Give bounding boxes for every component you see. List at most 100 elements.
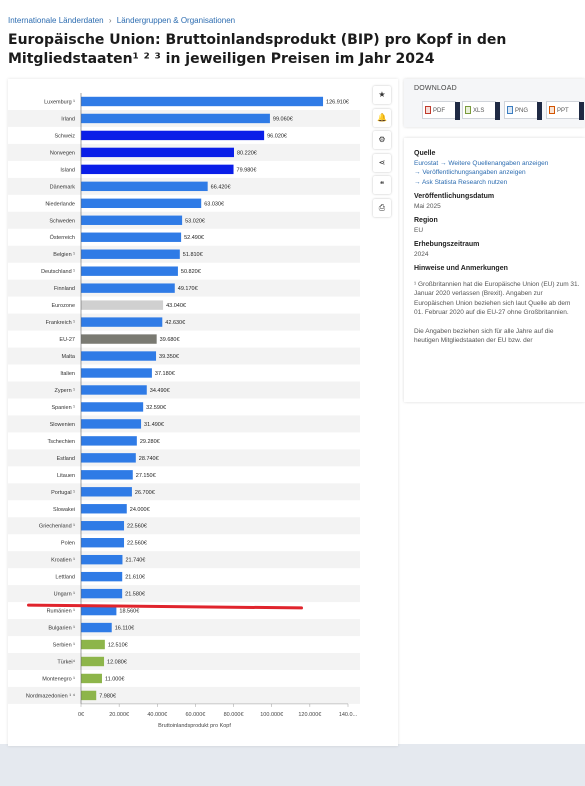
bar[interactable] bbox=[81, 283, 175, 293]
download-png-label: PNG bbox=[515, 108, 529, 114]
bar[interactable] bbox=[81, 368, 152, 378]
bar[interactable] bbox=[81, 334, 157, 344]
data-label: 66.420€ bbox=[211, 184, 231, 190]
x-tick-label: 140.0... bbox=[339, 712, 358, 718]
bar[interactable] bbox=[81, 181, 208, 192]
bar[interactable] bbox=[81, 571, 123, 582]
region-heading: Region bbox=[414, 217, 438, 224]
more-sources-link[interactable]: Weitere Quellenangaben anzeigen bbox=[448, 159, 549, 167]
category-label: Belgien ¹ bbox=[53, 252, 75, 258]
download-title: DOWNLOAD bbox=[414, 85, 457, 92]
bar[interactable] bbox=[81, 622, 112, 633]
bar[interactable] bbox=[81, 453, 136, 463]
category-label: Montenegro ¹ bbox=[42, 676, 75, 682]
category-label: Malta bbox=[62, 354, 76, 360]
download-ppt-button[interactable]: PPT bbox=[546, 101, 584, 120]
data-label: 52.490€ bbox=[184, 235, 204, 241]
bar[interactable] bbox=[81, 470, 133, 480]
category-label: Estland bbox=[57, 456, 75, 462]
bar[interactable] bbox=[81, 521, 125, 531]
bar[interactable] bbox=[81, 504, 127, 514]
bar[interactable] bbox=[81, 656, 105, 667]
star-icon[interactable]: ★ bbox=[373, 86, 391, 104]
data-label: 51.810€ bbox=[183, 252, 203, 258]
period-value: 2024 bbox=[414, 250, 429, 258]
download-ppt-label: PPT bbox=[557, 108, 569, 114]
source-eurostat-link[interactable]: Eurostat bbox=[414, 159, 439, 167]
category-label: Luxemburg ¹ bbox=[44, 99, 75, 105]
bar[interactable] bbox=[81, 419, 142, 429]
bar[interactable] bbox=[81, 605, 117, 616]
download-xls-button[interactable]: XLS bbox=[462, 101, 500, 120]
data-label: 49.170€ bbox=[178, 286, 198, 292]
notes-paragraph-2: Die Angaben beziehen sich für alle Jahre… bbox=[414, 327, 554, 345]
data-label: 26.700€ bbox=[135, 490, 155, 496]
breadcrumb-link-laenderdaten[interactable]: Internationale Länderdaten bbox=[8, 16, 104, 25]
breadcrumb-link-laendergruppen[interactable]: Ländergruppen & Organisationen bbox=[116, 16, 236, 25]
bar[interactable] bbox=[81, 130, 265, 141]
bar[interactable] bbox=[81, 588, 123, 599]
breadcrumb: Internationale Länderdaten › Ländergrupp… bbox=[8, 16, 238, 25]
data-label: 22.560€ bbox=[127, 541, 147, 547]
arrow-right-icon: → bbox=[440, 159, 449, 167]
publication-line: → Veröffentlichungsangaben anzeigen bbox=[414, 168, 580, 178]
bar[interactable] bbox=[81, 215, 183, 225]
data-label: 22.560€ bbox=[127, 524, 147, 530]
period-heading: Erhebungszeitraum bbox=[414, 241, 480, 248]
category-label: EU-27 bbox=[59, 337, 75, 343]
bar[interactable] bbox=[81, 198, 202, 209]
bar[interactable] bbox=[81, 402, 144, 412]
category-label: Italien bbox=[60, 371, 75, 377]
quote-icon[interactable]: ❝ bbox=[373, 176, 391, 194]
download-panel: DOWNLOAD PDF XLS PNG PPT bbox=[404, 79, 585, 127]
page-title: Europäische Union: Bruttoinlandsprodukt … bbox=[8, 32, 507, 67]
category-label: Litauen bbox=[57, 473, 75, 479]
info-panel: Quelle Eurostat → Weitere Quellenangaben… bbox=[404, 138, 585, 402]
bar[interactable] bbox=[81, 317, 163, 327]
bar[interactable] bbox=[81, 113, 270, 124]
bar[interactable] bbox=[81, 164, 234, 175]
bar[interactable] bbox=[81, 300, 164, 310]
print-icon[interactable]: ⎙ bbox=[373, 198, 391, 217]
region-value: EU bbox=[414, 226, 424, 234]
bar[interactable] bbox=[81, 639, 105, 650]
research-link[interactable]: Ask Statista Research nutzen bbox=[421, 178, 508, 186]
bar[interactable] bbox=[81, 673, 102, 684]
download-pdf-button[interactable]: PDF bbox=[422, 101, 460, 120]
bar[interactable] bbox=[81, 538, 125, 548]
bar[interactable] bbox=[81, 385, 147, 395]
data-label: 42.630€ bbox=[165, 320, 185, 326]
data-label: 24.000€ bbox=[130, 507, 150, 513]
x-tick-label: 20.000€ bbox=[109, 712, 129, 718]
chevron-down-icon bbox=[537, 102, 542, 120]
bar[interactable] bbox=[81, 487, 132, 497]
x-tick-label: 120.000€ bbox=[298, 712, 321, 718]
bar[interactable] bbox=[81, 554, 123, 565]
category-label: Finnland bbox=[54, 286, 75, 292]
data-label: 126.910€ bbox=[326, 99, 349, 105]
bar[interactable] bbox=[81, 690, 97, 701]
data-label: 28.740€ bbox=[139, 456, 159, 462]
download-png-button[interactable]: PNG bbox=[504, 101, 542, 120]
publication-link[interactable]: Veröffentlichungsangaben anzeigen bbox=[422, 169, 526, 176]
bar[interactable] bbox=[81, 232, 182, 242]
bar[interactable] bbox=[81, 266, 178, 276]
bar[interactable] bbox=[81, 249, 180, 259]
data-label: 31.490€ bbox=[144, 422, 164, 428]
share-icon[interactable]: ⋖ bbox=[373, 153, 391, 172]
category-label: Eurozone bbox=[51, 303, 75, 309]
source-heading: Quelle bbox=[414, 150, 436, 157]
bell-icon[interactable]: 🔔 bbox=[373, 108, 391, 127]
bar[interactable] bbox=[81, 436, 137, 446]
x-tick-label: 60.000€ bbox=[185, 712, 205, 718]
breadcrumb-separator: › bbox=[108, 16, 112, 25]
bar[interactable] bbox=[81, 351, 157, 361]
gear-icon[interactable]: ⚙ bbox=[373, 131, 391, 149]
data-label: 43.040€ bbox=[166, 303, 186, 309]
data-label: 39.350€ bbox=[159, 354, 179, 360]
x-tick-label: 100.000€ bbox=[260, 712, 283, 718]
category-label: Spanien ¹ bbox=[51, 405, 75, 411]
bar[interactable] bbox=[81, 96, 324, 107]
bar[interactable] bbox=[81, 147, 234, 158]
data-label: 12.510€ bbox=[108, 643, 128, 649]
